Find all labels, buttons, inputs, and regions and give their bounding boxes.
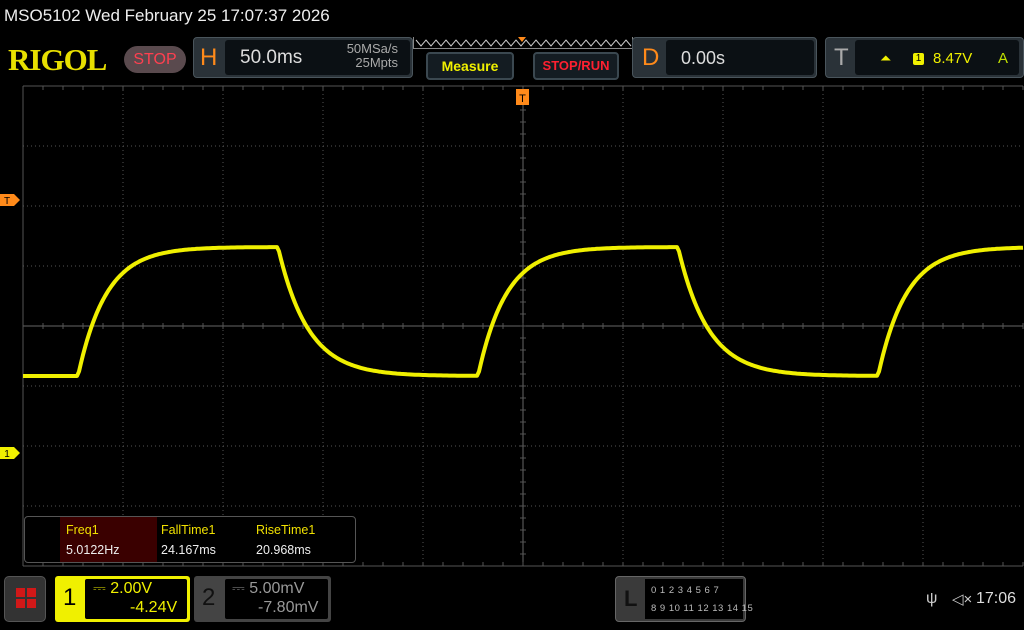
trigger-position-marker-small (518, 37, 526, 42)
measure-button[interactable]: Measure (426, 52, 514, 80)
channel-2-scale-value: 5.00mV (249, 580, 305, 597)
meas-value-risetime: 20.968ms (256, 543, 311, 557)
graticule (22, 85, 1024, 567)
delay-value[interactable]: 0.00s (681, 48, 726, 68)
channel-1-scale-value: 2.00V (110, 580, 153, 597)
channel-2-offset[interactable]: -7.80mV (258, 599, 319, 616)
trigger-level-marker: T (0, 194, 20, 207)
window-title: MSO5102 Wed February 25 17:07:37 2026 (4, 6, 330, 25)
trigger-label: T (834, 44, 849, 71)
logic-label: L (624, 586, 638, 611)
horizontal-label: H (200, 44, 218, 71)
trigger-position-label: T (519, 93, 526, 105)
sample-rate: 50MSa/s (346, 41, 398, 56)
rising-edge-icon: ⏶ (880, 50, 892, 66)
trigger-inner (855, 40, 1019, 75)
memory-overview-strip[interactable] (413, 37, 633, 49)
logic-row-1: 0 1 2 3 4 5 6 7 (651, 585, 720, 596)
measurement-highlight (60, 517, 157, 562)
logic-row-2: 8 9 10 11 12 13 14 15 (651, 603, 754, 614)
status-time: 17:06 (976, 590, 1017, 607)
channel-2-number: 2 (202, 584, 216, 611)
logic-channels (645, 579, 743, 619)
ch1-ground-label: 1 (4, 449, 10, 460)
dc-coupling-icon: ⎓ (93, 580, 111, 597)
timebase-value[interactable]: 50.0ms (240, 47, 303, 68)
usb-icon: ψ (926, 590, 938, 607)
run-state-badge[interactable]: STOP (124, 46, 186, 73)
grid-menu-icon (16, 588, 36, 608)
ch1-waveform (23, 245, 1024, 378)
acquisition-info: 50MSa/s 25Mpts (330, 42, 398, 70)
overview-wave (415, 39, 632, 47)
meas-value-falltime: 24.167ms (161, 543, 216, 557)
meas-header-freq: Freq1 (66, 523, 99, 537)
dc-coupling-icon: ⎓ (232, 580, 250, 597)
meas-header-risetime: RiseTime1 (256, 523, 316, 537)
channel-1-scale[interactable]: ⎓ 2.00V (93, 580, 152, 598)
meas-value-freq: 5.0122Hz (66, 543, 120, 557)
trigger-position-marker: T (516, 89, 529, 105)
meas-header-falltime: FallTime1 (161, 523, 216, 537)
horizontal-inner (225, 40, 410, 75)
trigger-level-label: T (4, 196, 10, 207)
channel-1-offset[interactable]: -4.24V (130, 599, 178, 616)
trigger-level[interactable]: 8.47V (933, 50, 973, 67)
delay-inner (666, 40, 814, 75)
trigger-source: 1 (913, 53, 924, 65)
speaker-muted-icon[interactable]: ◁× (952, 591, 973, 608)
ch1-ground-marker: 1 (0, 447, 20, 460)
main-menu-button[interactable] (4, 576, 46, 622)
rigol-logo: RIGOL (8, 42, 107, 77)
channel-2-inner (225, 579, 328, 619)
channel-1-inner (85, 579, 187, 619)
delay-label: D (642, 44, 660, 71)
stop-run-button[interactable]: STOP/RUN (533, 52, 619, 80)
memory-depth: 25Mpts (355, 55, 398, 70)
channel-1-number: 1 (63, 584, 77, 611)
trigger-mode: A (998, 50, 1009, 67)
waveform-display[interactable]: T T 1 (0, 84, 1024, 568)
channel-2-scale[interactable]: ⎓ 5.00mV (232, 580, 304, 598)
